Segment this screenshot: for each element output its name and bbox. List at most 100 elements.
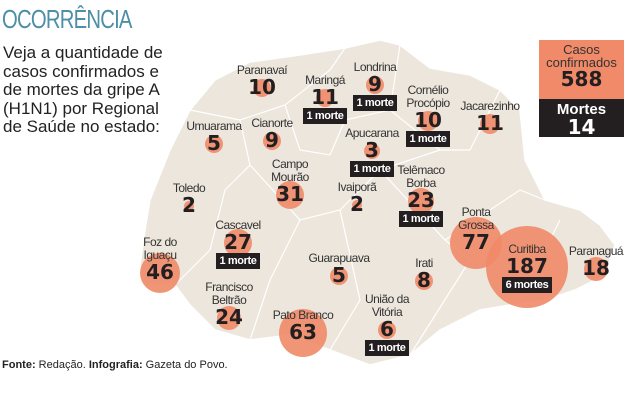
case-bubble [329,266,348,285]
cases-label: Casos confirmados [546,42,617,70]
case-bubble [486,225,568,308]
region-19: Francisco Beltrão 24 [199,281,259,328]
region-cases: 18 [582,256,610,280]
summary-deaths: Mortes 14 [539,99,624,139]
case-bubble [408,187,434,214]
case-bubble [316,88,334,107]
case-bubble [183,200,194,211]
region-20: Pato Branco 63 [263,309,343,343]
region-6: Cianorte 9 [232,117,312,151]
region-name: Paranaguá [568,244,624,258]
case-bubble [140,252,180,293]
region-cases: 2 [350,192,364,216]
region-cases: 8 [417,268,431,292]
region-5: Umuarama 5 [174,120,254,154]
region-8: Campo Mourão 31 [265,158,315,205]
region-name: Apucarana [345,126,399,140]
region-name: Cianorte [251,116,293,130]
region-15: Cascavel 27 1 morte [198,219,278,269]
region-7: Apucarana 3 1 morte [332,127,412,177]
region-cases: 31 [276,182,304,206]
region-name: Toledo [172,181,206,195]
region-cases: 5 [207,131,221,155]
region-name: Irati [415,256,433,270]
region-cases: 63 [289,320,317,344]
case-bubble [480,113,500,134]
case-bubble [204,134,223,153]
region-cases: 23 [407,188,435,212]
case-bubble [276,180,304,209]
region-16: Foz do Iguaçu 46 [135,236,185,283]
region-name: Umuarama [186,119,242,133]
region-deaths: 1 morte [398,211,444,227]
region-name: Francisco Beltrão [205,280,253,307]
region-cases: 3 [365,138,379,162]
region-13: Curitiba 187 6 mortes [487,243,567,293]
case-bubble [217,305,241,330]
region-2: Londrina 9 1 morte [335,61,415,111]
region-12: Ponta Grossa 77 [451,206,501,253]
case-bubble [253,78,271,97]
region-4: Jacarezinho 11 [450,100,530,134]
region-name: Cornélio Procópio [406,83,450,110]
region-cases: 6 [380,317,394,341]
summary-cases: Casos confirmados 588 [539,40,624,99]
credits: Fonte: Redação. Infografia: Gazeta do Po… [2,359,228,371]
case-bubble [363,142,380,159]
case-bubble [365,75,384,94]
region-name: Telêmaco Borba [397,163,445,190]
region-cases: 187 [506,254,548,278]
case-bubble [418,110,438,131]
region-cases: 10 [248,75,276,99]
region-deaths: 6 mortes [501,277,553,293]
region-deaths: 1 morte [364,340,410,356]
case-bubble [224,228,252,257]
region-cases: 24 [215,305,243,329]
region-name: Guarapuava [308,251,370,265]
source: Redação. [38,359,86,371]
source-label: Fonte: [2,359,36,371]
intro-text: Veja a quantidade de casos confirmados e… [3,43,163,136]
region-deaths: 1 morte [215,253,261,269]
case-bubble [279,308,327,357]
region-name: Ponta Grossa [458,205,494,232]
region-cases: 5 [332,263,346,287]
region-17: Guarapuava 5 [299,252,379,286]
infographic-label: Infografia: [88,359,143,371]
region-3: Cornélio Procópio 10 1 morte [403,84,453,147]
region-cases: 11 [476,111,504,135]
region-name: Maringá [305,73,345,87]
deaths-total: 14 [567,115,596,139]
region-name: Foz do Iguaçu [143,235,177,262]
region-name: Curitiba [508,242,546,256]
case-bubble [414,271,433,290]
region-cases: 9 [265,128,279,152]
region-deaths: 1 morte [349,161,395,177]
region-11: Toledo 2 [149,182,229,216]
region-name: Ivaiporã [337,180,377,194]
region-cases: 77 [462,230,490,254]
region-deaths: 1 morte [352,95,398,111]
region-cases: 2 [182,193,196,217]
region-deaths: 1 morte [302,108,348,124]
region-cases: 46 [146,260,174,284]
region-1: Maringá 11 1 morte [285,74,365,124]
case-bubble [262,131,281,150]
cases-total: 588 [560,67,603,91]
case-bubble [584,256,608,281]
region-21: União da Vitória 6 1 morte [357,293,417,356]
region-14: Paranaguá 18 [556,245,625,279]
page-title: OCORRÊNCIA [2,4,132,34]
region-name: Campo Mourão [271,157,309,184]
region-name: Pato Branco [272,308,334,322]
region-cases: 27 [224,230,252,254]
region-cases: 10 [414,108,442,132]
infographic-credit: Gazeta do Povo. [145,359,228,371]
region-deaths: 1 morte [405,131,451,147]
case-bubble [351,199,362,210]
region-name: Jacarezinho [460,99,520,113]
region-cases: 11 [311,85,339,109]
region-name: Paranavaí [236,63,288,77]
region-18: Irati 8 [384,257,464,291]
